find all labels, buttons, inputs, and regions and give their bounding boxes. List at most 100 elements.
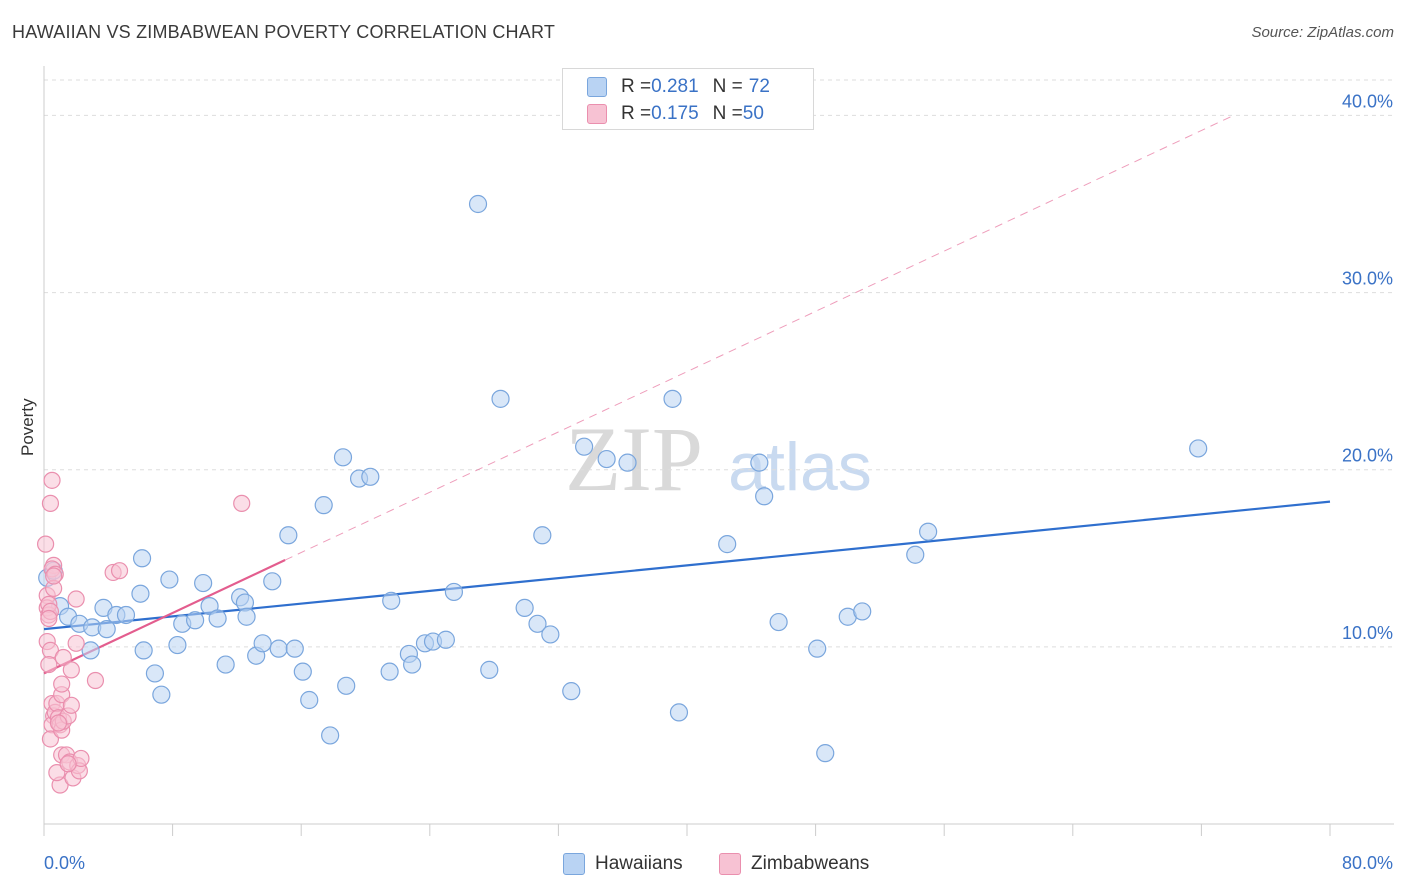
data-points bbox=[37, 194, 1208, 794]
legend: R = 0.281 N = 72 R = 0.175 N = 50 bbox=[562, 68, 814, 130]
point-hawaiian bbox=[285, 639, 304, 658]
point-zimbabwean bbox=[233, 494, 251, 512]
point-hawaiian bbox=[618, 453, 637, 472]
legend-row-hawaiians: R = 0.281 N = 72 bbox=[587, 75, 770, 99]
watermark: ZIP atlas bbox=[565, 408, 872, 510]
point-hawaiian bbox=[116, 605, 136, 625]
point-hawaiian bbox=[436, 630, 455, 649]
point-hawaiian bbox=[293, 662, 312, 681]
point-zimbabwean bbox=[59, 755, 77, 773]
point-hawaiian bbox=[663, 389, 682, 408]
point-hawaiian bbox=[333, 448, 353, 467]
bottom-legend-hawaiians: Hawaiians bbox=[563, 852, 683, 876]
point-hawaiian bbox=[919, 522, 938, 541]
point-hawaiian bbox=[321, 726, 340, 745]
bottom-legend-label: Zimbabweans bbox=[751, 853, 870, 874]
point-hawaiian bbox=[718, 535, 737, 554]
point-hawaiian bbox=[152, 685, 171, 704]
point-hawaiian bbox=[132, 549, 152, 568]
legend-r-value: 0.281 bbox=[651, 76, 699, 97]
point-hawaiian bbox=[314, 496, 333, 515]
point-hawaiian bbox=[816, 744, 835, 763]
point-zimbabwean bbox=[45, 567, 63, 585]
point-hawaiian bbox=[186, 611, 205, 630]
y-tick-label: 30.0% bbox=[1342, 269, 1393, 289]
point-zimbabwean bbox=[53, 675, 71, 693]
legend-swatch-blue bbox=[587, 77, 607, 97]
point-hawaiian bbox=[269, 639, 288, 658]
legend-n-label: N = bbox=[712, 103, 743, 124]
point-zimbabwean bbox=[54, 648, 72, 667]
legend-r-label: R = bbox=[621, 103, 652, 124]
legend-n-label: N = bbox=[712, 76, 743, 97]
point-zimbabwean bbox=[110, 562, 129, 580]
point-zimbabwean bbox=[41, 494, 60, 512]
point-hawaiian bbox=[97, 620, 116, 639]
point-zimbabwean bbox=[40, 655, 58, 674]
axes bbox=[43, 66, 1394, 836]
point-hawaiian bbox=[382, 591, 401, 610]
point-zimbabwean bbox=[62, 696, 80, 714]
legend-r-value: 0.175 bbox=[651, 103, 699, 124]
point-zimbabwean bbox=[41, 730, 60, 748]
point-hawaiian bbox=[808, 639, 827, 658]
point-zimbabwean bbox=[86, 671, 105, 690]
point-hawaiian bbox=[1189, 439, 1208, 458]
point-hawaiian bbox=[237, 607, 256, 626]
point-hawaiian bbox=[906, 545, 925, 564]
trend-line-zimbabweans-extension bbox=[284, 114, 1234, 561]
point-hawaiian bbox=[337, 676, 356, 695]
source-label: Source: ZipAtlas.com bbox=[1251, 24, 1394, 41]
watermark-atlas: atlas bbox=[728, 429, 872, 505]
point-hawaiian bbox=[750, 453, 769, 472]
y-tick-label: 20.0% bbox=[1342, 446, 1393, 466]
point-hawaiian bbox=[134, 641, 153, 660]
point-hawaiian bbox=[380, 662, 399, 681]
point-zimbabwean bbox=[67, 590, 85, 608]
point-zimbabwean bbox=[49, 714, 68, 732]
point-hawaiian bbox=[575, 437, 594, 456]
y-tick-label: 10.0% bbox=[1342, 623, 1393, 643]
point-hawaiian bbox=[769, 612, 788, 632]
point-hawaiian bbox=[491, 389, 510, 408]
point-hawaiian bbox=[168, 635, 187, 655]
point-hawaiian bbox=[533, 526, 552, 545]
trend-line-hawaiians bbox=[43, 500, 1331, 631]
point-hawaiian bbox=[216, 655, 235, 674]
bottom-legend-swatch-blue bbox=[563, 853, 585, 875]
legend-swatch-pink bbox=[587, 104, 607, 124]
point-hawaiian bbox=[145, 664, 165, 683]
point-hawaiian bbox=[853, 602, 872, 621]
point-hawaiian bbox=[468, 194, 488, 214]
point-hawaiian bbox=[160, 570, 179, 589]
legend-r-label: R = bbox=[621, 76, 652, 97]
y-tick-label: 40.0% bbox=[1342, 91, 1393, 111]
point-zimbabwean bbox=[40, 609, 58, 628]
point-hawaiian bbox=[669, 703, 689, 722]
chart-title: HAWAIIAN VS ZIMBABWEAN POVERTY CORRELATI… bbox=[12, 22, 556, 42]
point-hawaiian bbox=[279, 526, 298, 545]
tick-labels: 10.0% 20.0% 30.0% 40.0% 0.0% 80.0% bbox=[44, 91, 1393, 873]
point-hawaiian bbox=[361, 467, 380, 486]
point-zimbabwean bbox=[62, 661, 80, 679]
point-hawaiian bbox=[528, 614, 547, 633]
point-hawaiian bbox=[131, 584, 150, 603]
point-hawaiian bbox=[597, 449, 616, 469]
y-axis-label: Poverty bbox=[18, 398, 37, 456]
legend-row-zimbabweans: R = 0.175 N = 50 bbox=[587, 102, 764, 126]
point-zimbabwean bbox=[37, 535, 55, 553]
bottom-legend-swatch-pink bbox=[719, 853, 741, 875]
bottom-legend-zimbabweans: Zimbabweans bbox=[719, 852, 869, 876]
legend-n-value: 50 bbox=[742, 103, 764, 124]
point-zimbabwean bbox=[48, 764, 66, 782]
x-tick-label: 0.0% bbox=[44, 853, 85, 873]
point-hawaiian bbox=[562, 682, 581, 701]
point-hawaiian bbox=[253, 634, 272, 653]
point-hawaiian bbox=[81, 641, 100, 660]
point-hawaiian bbox=[194, 573, 213, 593]
point-zimbabwean bbox=[43, 471, 61, 489]
x-tick-label: 80.0% bbox=[1342, 853, 1393, 873]
point-hawaiian bbox=[263, 572, 282, 591]
legend-n-value: 72 bbox=[748, 76, 770, 97]
